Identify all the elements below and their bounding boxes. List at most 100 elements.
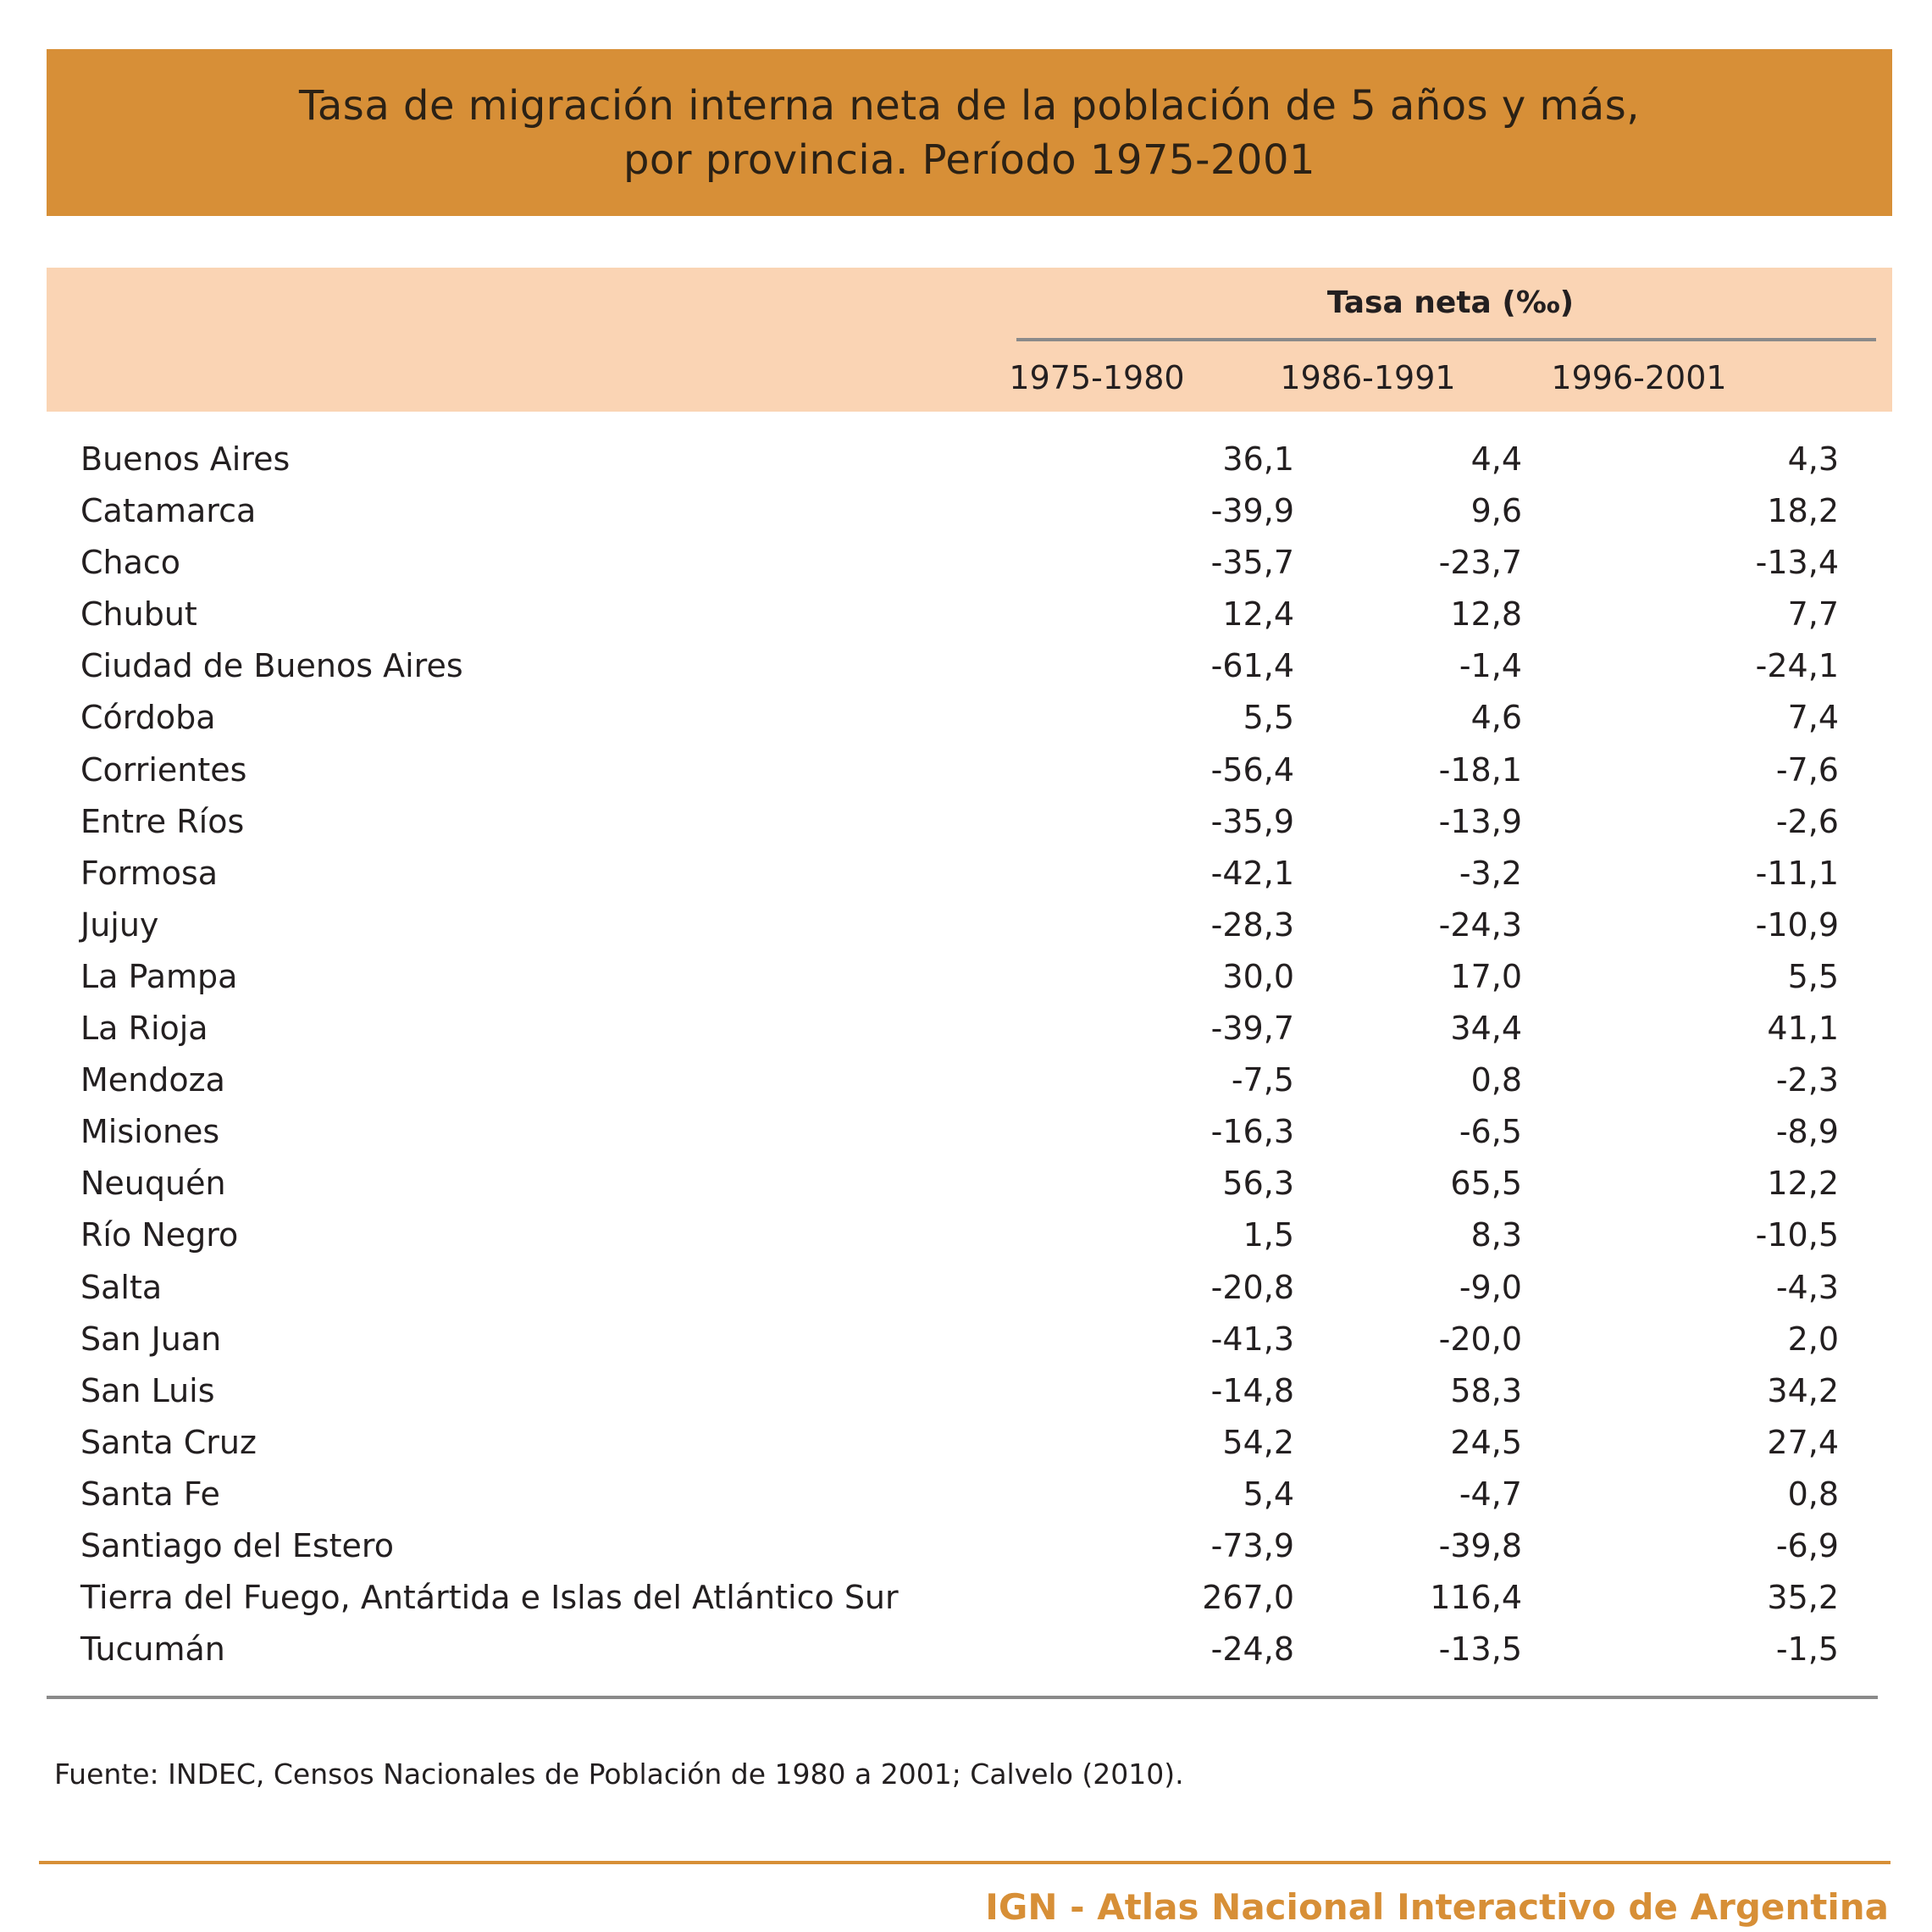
rate-cell-1975-1980: -35,7	[1210, 544, 1294, 582]
province-name: Santiago del Estero	[80, 1526, 394, 1564]
source-note: Fuente: INDEC, Censos Nacionales de Pobl…	[54, 1758, 1184, 1791]
table-row: Formosa -42,1 -3,2 -11,1	[0, 848, 1932, 900]
table-body: Buenos Aires 36,1 4,4 4,3 Catamarca -39,9 9,6 1…	[0, 434, 1932, 1675]
table-row: Catamarca -39,9 9,6 18,2	[0, 485, 1932, 537]
rate-cell-1986-1991: -9,0	[1459, 1268, 1522, 1306]
table-row: Córdoba 5,5 4,6 7,4	[0, 692, 1932, 744]
rate-cell-1996-2001: 41,1	[1767, 1010, 1839, 1048]
rate-cell-1996-2001: -24,1	[1755, 647, 1839, 685]
rate-cell-1975-1980: -28,3	[1210, 905, 1294, 944]
rate-cell-1996-2001: 5,5	[1787, 957, 1839, 995]
province-name: Mendoza	[80, 1061, 225, 1099]
rate-cell-1996-2001: -2,3	[1775, 1061, 1839, 1099]
rate-cell-1986-1991: -6,5	[1459, 1113, 1522, 1151]
table-row: Chaco -35,7 -23,7 -13,4	[0, 537, 1932, 589]
rate-cell-1975-1980: -61,4	[1210, 647, 1294, 685]
column-header-1996-2001: 1996-2001	[1551, 359, 1727, 396]
rate-cell-1975-1980: -16,3	[1210, 1113, 1294, 1151]
rate-cell-1996-2001: -7,6	[1775, 750, 1839, 789]
rate-cell-1986-1991: -24,3	[1438, 905, 1522, 944]
province-name: La Rioja	[80, 1010, 208, 1048]
rate-cell-1996-2001: -4,3	[1775, 1268, 1839, 1306]
table-header: Tasa neta (‰) 1975-1980 1986-1991 1996-2…	[47, 268, 1892, 412]
table-row: Chubut 12,4 12,8 7,7	[0, 589, 1932, 640]
province-name: Jujuy	[80, 905, 159, 944]
rate-cell-1975-1980: 1,5	[1243, 1216, 1294, 1254]
rate-cell-1975-1980: 30,0	[1222, 957, 1294, 995]
rate-cell-1996-2001: -10,9	[1755, 905, 1839, 944]
table-row: Tierra del Fuego, Antártida e Islas del …	[0, 1572, 1932, 1624]
province-name: Misiones	[80, 1113, 220, 1151]
table-row: La Pampa 30,0 17,0 5,5	[0, 951, 1932, 1003]
rate-cell-1975-1980: -20,8	[1210, 1268, 1294, 1306]
province-name: Neuquén	[80, 1165, 226, 1203]
rate-cell-1975-1980: 5,5	[1243, 699, 1294, 737]
table-row: Río Negro 1,5 8,3 -10,5	[0, 1210, 1932, 1261]
province-name: Corrientes	[80, 750, 247, 789]
rate-cell-1986-1991: 9,6	[1470, 492, 1522, 530]
rate-cell-1986-1991: -13,9	[1438, 802, 1522, 840]
province-name: Río Negro	[80, 1216, 239, 1254]
page-title-line-2: por provincia. Período 1975-2001	[623, 136, 1316, 184]
rate-cell-1975-1980: 12,4	[1222, 595, 1294, 634]
table-row: La Rioja -39,7 34,4 41,1	[0, 1003, 1932, 1055]
province-name: San Luis	[80, 1371, 215, 1409]
rate-cell-1996-2001: -1,5	[1775, 1630, 1839, 1669]
table-row: San Juan -41,3 -20,0 2,0	[0, 1314, 1932, 1365]
table-row: Salta -20,8 -9,0 -4,3	[0, 1262, 1932, 1314]
province-name: Ciudad de Buenos Aires	[80, 647, 463, 685]
rate-cell-1996-2001: -2,6	[1775, 802, 1839, 840]
rate-cell-1996-2001: -6,9	[1775, 1526, 1839, 1564]
rate-cell-1975-1980: -41,3	[1210, 1320, 1294, 1358]
table-row: Neuquén 56,3 65,5 12,2	[0, 1158, 1932, 1210]
table-row: Entre Ríos -35,9 -13,9 -2,6	[0, 796, 1932, 848]
rate-cell-1975-1980: -73,9	[1210, 1526, 1294, 1564]
rate-cell-1986-1991: 0,8	[1470, 1061, 1522, 1099]
rate-cell-1996-2001: -8,9	[1775, 1113, 1839, 1151]
rate-cell-1975-1980: 56,3	[1222, 1165, 1294, 1203]
table-row: Santa Cruz 54,2 24,5 27,4	[0, 1417, 1932, 1469]
rate-cell-1996-2001: 2,0	[1787, 1320, 1839, 1358]
rate-cell-1996-2001: 4,3	[1787, 440, 1839, 478]
province-name: San Juan	[80, 1320, 222, 1358]
table-row: Buenos Aires 36,1 4,4 4,3	[0, 434, 1932, 485]
rate-cell-1975-1980: -39,7	[1210, 1010, 1294, 1048]
rate-cell-1986-1991: 4,6	[1470, 699, 1522, 737]
rate-cell-1975-1980: 5,4	[1243, 1475, 1294, 1513]
rate-cell-1986-1991: 17,0	[1450, 957, 1522, 995]
rate-cell-1996-2001: 0,8	[1787, 1475, 1839, 1513]
rate-cell-1996-2001: -10,5	[1755, 1216, 1839, 1254]
rate-cell-1986-1991: 65,5	[1450, 1165, 1522, 1203]
rate-cell-1986-1991: -39,8	[1438, 1526, 1522, 1564]
footer-credit: IGN - Atlas Nacional Interactivo de Arge…	[985, 1886, 1889, 1928]
column-group-divider	[1016, 338, 1876, 341]
rate-cell-1986-1991: 116,4	[1430, 1579, 1522, 1617]
rate-cell-1975-1980: -24,8	[1210, 1630, 1294, 1669]
province-name: Córdoba	[80, 699, 216, 737]
rate-cell-1986-1991: -20,0	[1438, 1320, 1522, 1358]
table-row: Ciudad de Buenos Aires -61,4 -1,4 -24,1	[0, 640, 1932, 692]
rate-cell-1996-2001: 18,2	[1767, 492, 1839, 530]
province-name: Tucumán	[80, 1630, 225, 1669]
province-name: Salta	[80, 1268, 163, 1306]
rate-cell-1996-2001: 27,4	[1767, 1423, 1839, 1461]
table-row: Mendoza -7,5 0,8 -2,3	[0, 1055, 1932, 1106]
rate-cell-1996-2001: 12,2	[1767, 1165, 1839, 1203]
rate-cell-1986-1991: -1,4	[1459, 647, 1522, 685]
province-name: Chubut	[80, 595, 197, 634]
rate-cell-1975-1980: 54,2	[1222, 1423, 1294, 1461]
rate-cell-1986-1991: -13,5	[1438, 1630, 1522, 1669]
rate-cell-1986-1991: -3,2	[1459, 854, 1522, 892]
rate-cell-1996-2001: 34,2	[1767, 1371, 1839, 1409]
table-bottom-divider	[47, 1696, 1878, 1699]
rate-cell-1996-2001: -11,1	[1755, 854, 1839, 892]
rate-cell-1986-1991: -4,7	[1459, 1475, 1522, 1513]
province-name: Santa Cruz	[80, 1423, 257, 1461]
column-header-1986-1991: 1986-1991	[1280, 359, 1456, 396]
province-name: Entre Ríos	[80, 802, 245, 840]
rate-cell-1975-1980: 267,0	[1202, 1579, 1294, 1617]
rate-cell-1975-1980: -35,9	[1210, 802, 1294, 840]
rate-cell-1986-1991: 34,4	[1450, 1010, 1522, 1048]
table-row: Santa Fe 5,4 -4,7 0,8	[0, 1469, 1932, 1520]
column-group-header: Tasa neta (‰)	[1326, 285, 1575, 320]
